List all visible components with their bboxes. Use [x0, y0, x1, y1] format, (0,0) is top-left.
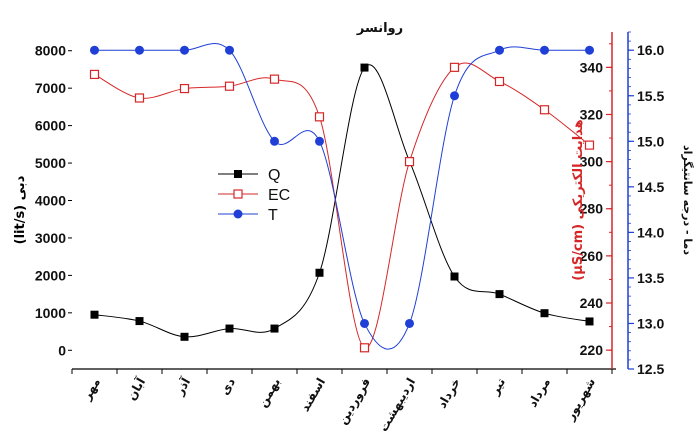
y-tick-label-right2: 13.0 — [637, 315, 664, 331]
series-t-point — [270, 136, 279, 146]
y-axis-right1-label: (µS/cm) هدایت الکتریکی — [571, 119, 586, 280]
x-tick-label: خرداد — [435, 376, 463, 411]
y-axis-left-label: (lit/s) دبی — [13, 175, 28, 244]
legend-marker-q — [234, 170, 242, 178]
x-tick-label: مرداد — [525, 376, 553, 410]
x-tick-label: مهر — [79, 376, 103, 404]
series-q-point — [315, 268, 324, 277]
x-tick-label: اردیبهشت — [376, 376, 418, 434]
series-t-point — [180, 45, 189, 55]
series-ec-point — [539, 105, 550, 115]
x-tick-label: آبان — [123, 374, 148, 403]
y-tick-label-right1: 240 — [580, 295, 604, 311]
series-t-point — [495, 45, 504, 55]
y-tick-label-left: 1000 — [35, 305, 66, 321]
legend-label-ec: EC — [268, 187, 290, 204]
y-tick-label-right2: 15.5 — [637, 88, 664, 104]
y-tick-label-right1: 260 — [580, 248, 604, 264]
legend-label-q: Q — [268, 167, 280, 184]
series-ec-point — [584, 140, 595, 150]
series-q-point — [360, 63, 369, 72]
series-q-point — [180, 332, 189, 341]
series-ec-point — [134, 93, 145, 103]
series-q-point — [495, 290, 504, 299]
y-tick-label-right2: 14.5 — [637, 179, 664, 195]
series-t-point — [90, 45, 99, 55]
series-q-point — [90, 310, 99, 319]
y-tick-label-right1: 320 — [580, 106, 604, 122]
series-q-point — [450, 272, 459, 281]
x-tick-label: بهمن — [255, 376, 283, 410]
series-ec-point — [359, 343, 370, 353]
y-tick-label-right1: 220 — [580, 342, 604, 358]
markers-group — [89, 45, 595, 353]
y-tick-label-right2: 15.0 — [637, 133, 664, 149]
y-tick-label-right2: 16.0 — [637, 42, 664, 58]
y-axis-right2-label: دما - درجه سانتیگراد — [681, 145, 694, 255]
x-tick-label: آذر — [171, 374, 194, 398]
legend-label-t: T — [268, 207, 278, 224]
series-t-point — [315, 136, 324, 146]
series-t-point — [450, 91, 459, 101]
y-tick-label-right1: 340 — [580, 59, 604, 75]
series-q-point — [540, 309, 549, 318]
series-q-line — [94, 64, 590, 338]
series-q-point — [585, 317, 594, 326]
y-tick-label-left: 0 — [58, 342, 66, 358]
x-tick-label: فروردین — [335, 376, 374, 428]
series-t-point — [540, 45, 549, 55]
x-tick-label: اسفند — [298, 376, 328, 415]
y-tick-label-right1: 300 — [580, 154, 604, 170]
series-q-point — [225, 324, 234, 333]
series-ec-point — [404, 157, 415, 167]
y-tick-label-right2: 12.5 — [637, 361, 664, 377]
legend-marker-t — [233, 209, 243, 219]
curves-group — [94, 43, 590, 350]
chart-title: روانسر — [356, 21, 403, 36]
y-tick-label-left: 7000 — [35, 80, 66, 96]
y-tick-label-right2: 13.5 — [637, 270, 664, 286]
series-ec-point — [89, 69, 100, 80]
y-tick-label-left: 5000 — [35, 155, 66, 171]
y-tick-label-left: 4000 — [35, 193, 66, 209]
y-tick-label-left: 2000 — [35, 267, 66, 283]
series-ec-point — [449, 62, 460, 72]
series-t-point — [360, 318, 369, 328]
y-tick-label-left: 8000 — [35, 43, 66, 59]
series-t-point — [405, 318, 414, 328]
x-tick-label: شهریور — [562, 376, 599, 424]
legend: Q EC T — [218, 167, 290, 224]
series-t-point — [585, 45, 594, 55]
series-ec-point — [224, 81, 235, 91]
x-tick-label: تیر — [487, 376, 508, 398]
y-tick-label-left: 3000 — [35, 230, 66, 246]
series-q-point — [135, 317, 144, 326]
series-ec-point — [179, 83, 190, 94]
legend-marker-ec — [233, 189, 243, 199]
y-tick-label-right1: 280 — [580, 201, 604, 217]
series-ec-point — [494, 76, 505, 87]
x-tick-label: دی — [217, 376, 238, 398]
series-t-point — [225, 45, 234, 55]
series-t-point — [135, 45, 144, 55]
y-tick-label-left: 6000 — [35, 118, 66, 134]
series-ec-line — [94, 62, 590, 349]
series-ec-point — [314, 112, 325, 122]
series-ec-point — [269, 74, 280, 84]
series-t-line — [94, 43, 590, 350]
series-q-point — [270, 324, 279, 333]
y-tick-label-right2: 14.0 — [637, 224, 664, 240]
